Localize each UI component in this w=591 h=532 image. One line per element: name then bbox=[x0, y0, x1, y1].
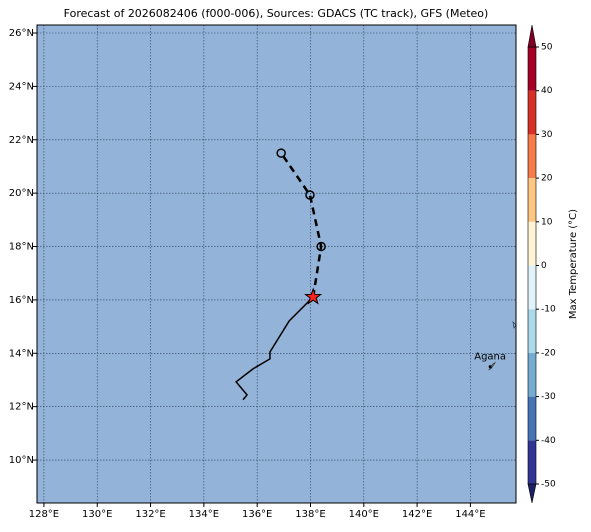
current-position bbox=[304, 287, 323, 305]
x-tick-label: 144°E bbox=[455, 509, 485, 520]
colorbar-bin bbox=[528, 178, 536, 222]
colorbar-bin bbox=[528, 221, 536, 266]
colorbar-tick-label: -10 bbox=[541, 305, 556, 315]
place-marker bbox=[488, 365, 492, 369]
colorbar-bin bbox=[528, 134, 536, 179]
y-tick-label: 22°N bbox=[9, 135, 34, 146]
x-tick-label: 140°E bbox=[349, 509, 379, 520]
y-tick-label: 24°N bbox=[9, 81, 34, 92]
track bbox=[235, 296, 314, 401]
colorbar-tick-label: -30 bbox=[541, 392, 556, 402]
forecast-point bbox=[305, 190, 315, 200]
colorbar-tick-label: 40 bbox=[541, 86, 553, 96]
colorbar-tick-label: 10 bbox=[541, 217, 553, 227]
colorbar-bin bbox=[528, 440, 536, 484]
island bbox=[512, 320, 517, 329]
colorbar-tick-label: -40 bbox=[541, 436, 556, 446]
x-tick-label: 138°E bbox=[295, 509, 325, 520]
place-label: Agana bbox=[474, 352, 506, 363]
colorbar-bin bbox=[528, 309, 536, 353]
y-tick-label: 20°N bbox=[9, 188, 34, 199]
y-tick-label: 26°N bbox=[9, 28, 34, 39]
x-tick-label: 134°E bbox=[189, 509, 219, 520]
y-tick-label: 14°N bbox=[9, 348, 34, 359]
colorbar-extend bbox=[527, 24, 537, 48]
x-tick-label: 142°E bbox=[402, 509, 432, 520]
colorbar-tick-label: -50 bbox=[541, 480, 556, 490]
colorbar-bin bbox=[528, 90, 536, 135]
y-tick-label: 12°N bbox=[9, 402, 34, 413]
ocean bbox=[37, 25, 516, 503]
y-tick-label: 18°N bbox=[9, 242, 34, 253]
y-tick-label: 10°N bbox=[9, 455, 34, 466]
colorbar-tick-label: 30 bbox=[541, 130, 553, 140]
island bbox=[488, 361, 497, 371]
x-tick-label: 132°E bbox=[135, 509, 165, 520]
forecast-point bbox=[316, 241, 326, 252]
chart-title: Forecast of 2026082406 (f000-006), Sourc… bbox=[64, 7, 489, 20]
colorbar-bin bbox=[528, 352, 536, 397]
colorbar-bin bbox=[528, 47, 536, 91]
colorbar-bin bbox=[528, 396, 536, 441]
colorbar-tick-label: 0 bbox=[541, 261, 547, 271]
x-tick-label: 136°E bbox=[242, 509, 272, 520]
y-tick-label: 16°N bbox=[9, 295, 34, 306]
forecast-point bbox=[276, 148, 286, 158]
colorbar-tick-label: 50 bbox=[541, 43, 553, 53]
x-tick-label: 130°E bbox=[82, 509, 112, 520]
colorbar-extend bbox=[527, 483, 537, 504]
colorbar-label: Max Temperature (°C) bbox=[568, 209, 579, 319]
colorbar-bin bbox=[528, 265, 536, 310]
track bbox=[280, 152, 323, 298]
colorbar-tick-label: -20 bbox=[541, 348, 556, 358]
x-tick-label: 128°E bbox=[29, 509, 59, 520]
colorbar-tick-label: 20 bbox=[541, 174, 553, 184]
plot-frame bbox=[36, 24, 517, 504]
